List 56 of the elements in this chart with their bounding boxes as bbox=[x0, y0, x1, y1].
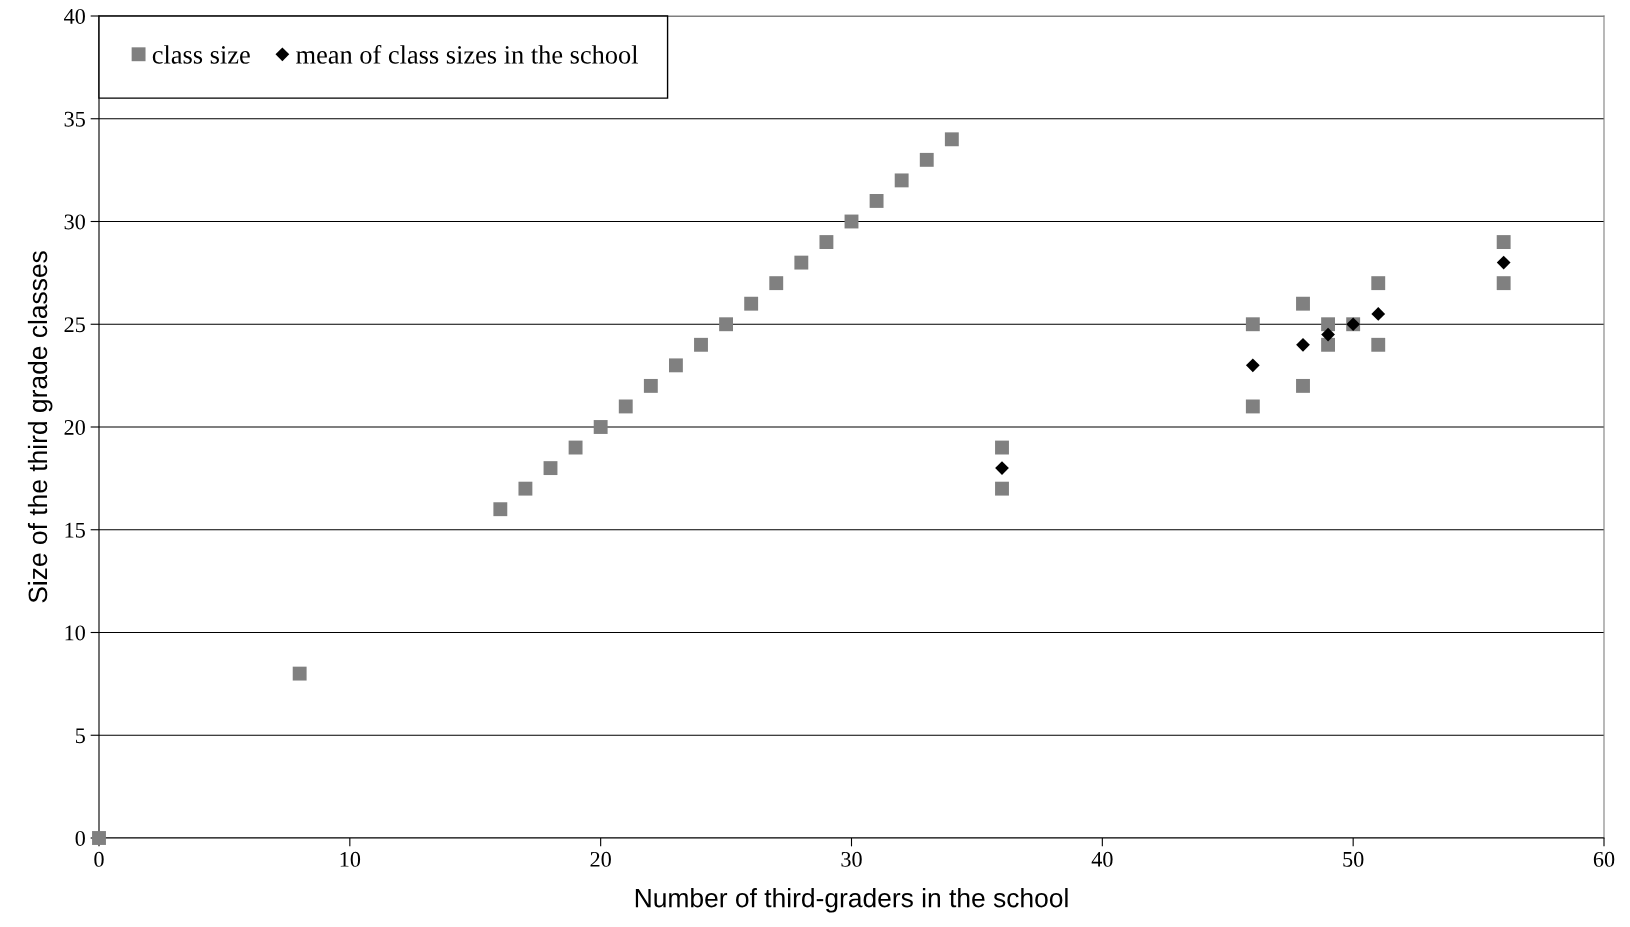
point bbox=[1321, 327, 1335, 342]
x-tick-label: 40 bbox=[1091, 851, 1113, 867]
point bbox=[543, 461, 558, 476]
x-tick-label: 10 bbox=[340, 851, 361, 867]
point bbox=[1245, 358, 1260, 373]
point bbox=[1321, 317, 1336, 332]
point bbox=[694, 337, 708, 352]
y-tick-label: 35 bbox=[64, 111, 85, 127]
point bbox=[1245, 399, 1260, 414]
point bbox=[1296, 337, 1310, 352]
point bbox=[1321, 337, 1336, 352]
point bbox=[568, 440, 583, 455]
point bbox=[668, 358, 683, 373]
x-tick-label: 30 bbox=[841, 851, 862, 867]
point bbox=[869, 194, 884, 208]
point bbox=[1296, 378, 1310, 393]
x-tick-label: 50 bbox=[1343, 851, 1364, 867]
y-axis-title: Size of the third grade classes bbox=[27, 251, 53, 603]
y-tick-label: 40 bbox=[64, 8, 85, 24]
point bbox=[1371, 337, 1386, 352]
point bbox=[1371, 307, 1386, 321]
point bbox=[1371, 276, 1386, 291]
point bbox=[1296, 296, 1310, 311]
point bbox=[944, 132, 959, 147]
point bbox=[744, 296, 759, 311]
y-tick-label: 0 bbox=[75, 830, 85, 846]
y-tick-label: 15 bbox=[65, 522, 85, 538]
x-axis-title: Number of third-graders in the school bbox=[635, 888, 1068, 913]
y-tick-label: 30 bbox=[64, 214, 85, 230]
point bbox=[493, 502, 508, 517]
point bbox=[618, 399, 633, 414]
point bbox=[794, 255, 809, 270]
point bbox=[919, 152, 934, 167]
point bbox=[292, 666, 307, 681]
x-tick-label: 60 bbox=[1593, 851, 1615, 867]
point bbox=[1245, 317, 1260, 332]
point bbox=[1496, 276, 1511, 291]
point bbox=[643, 378, 658, 393]
point bbox=[769, 276, 784, 291]
point bbox=[719, 317, 734, 332]
y-tick-label: 5 bbox=[75, 728, 85, 744]
point bbox=[1496, 255, 1511, 270]
x-tick-label: 0 bbox=[94, 851, 104, 867]
point bbox=[995, 481, 1009, 496]
x-tick-label: 20 bbox=[590, 851, 611, 867]
point bbox=[995, 440, 1009, 455]
legend-label: mean of class sizes in the school bbox=[296, 44, 639, 64]
point bbox=[593, 420, 608, 434]
point bbox=[819, 235, 834, 249]
point bbox=[894, 173, 909, 188]
legend-label: class size bbox=[152, 45, 250, 64]
point bbox=[518, 481, 533, 496]
point bbox=[1496, 235, 1511, 249]
y-tick-label: 10 bbox=[65, 625, 85, 641]
y-tick-label: 20 bbox=[64, 419, 85, 435]
y-tick-label: 25 bbox=[64, 317, 85, 333]
